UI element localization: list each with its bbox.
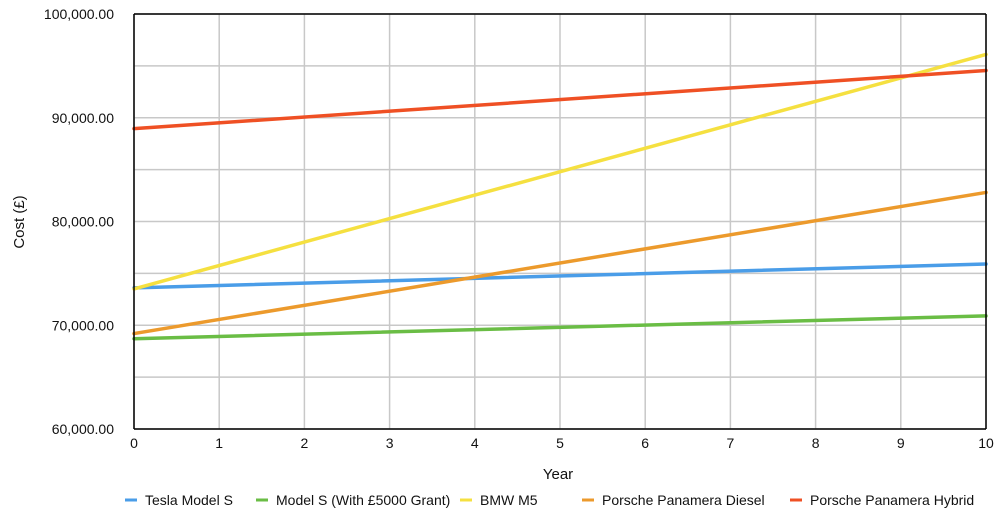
x-tick-label: 3 xyxy=(386,435,394,451)
legend-label: Tesla Model S xyxy=(145,492,233,508)
legend-label: Porsche Panamera Hybrid xyxy=(810,492,974,508)
legend: Tesla Model S Model S (With £5000 Grant) B… xyxy=(125,492,974,508)
x-tick-label: 6 xyxy=(641,435,649,451)
series-line xyxy=(132,262,988,290)
x-tick-label: 1 xyxy=(215,435,223,451)
x-tick-label: 8 xyxy=(812,435,820,451)
x-tick-label: 4 xyxy=(471,435,479,451)
grid xyxy=(133,13,987,430)
series-lines xyxy=(132,52,988,341)
x-tick-label: 10 xyxy=(978,435,994,451)
series-line xyxy=(132,68,988,131)
y-tick-label: 100,000.00 xyxy=(44,6,114,22)
legend-item: Model S (With £5000 Grant) xyxy=(256,492,450,508)
legend-label: Porsche Panamera Diesel xyxy=(602,492,765,508)
x-axis-title: Year xyxy=(543,466,573,483)
series-line xyxy=(132,52,988,291)
legend-label: Model S (With £5000 Grant) xyxy=(276,492,450,508)
x-tick-label: 2 xyxy=(301,435,309,451)
x-tick-label: 5 xyxy=(556,435,564,451)
legend-item: Porsche Panamera Diesel xyxy=(582,492,765,508)
y-tick-label: 60,000.00 xyxy=(52,421,114,437)
y-tick-label: 90,000.00 xyxy=(52,110,114,126)
y-axis-title: Cost (£) xyxy=(11,195,28,248)
x-tick-label: 7 xyxy=(727,435,735,451)
series-line xyxy=(132,190,988,336)
x-tick-label: 0 xyxy=(130,435,138,451)
series-line xyxy=(132,314,988,341)
y-tick-label: 80,000.00 xyxy=(52,214,114,230)
legend-item: BMW M5 xyxy=(460,492,538,508)
axes: 0 1 2 3 4 5 6 7 8 9 10 60,000.00 70,000.00 80,000.00 9… xyxy=(44,6,994,451)
legend-item: Tesla Model S xyxy=(125,492,233,508)
x-tick-label: 9 xyxy=(897,435,905,451)
legend-item: Porsche Panamera Hybrid xyxy=(790,492,974,508)
y-tick-label: 70,000.00 xyxy=(52,317,114,333)
legend-label: BMW M5 xyxy=(480,492,538,508)
